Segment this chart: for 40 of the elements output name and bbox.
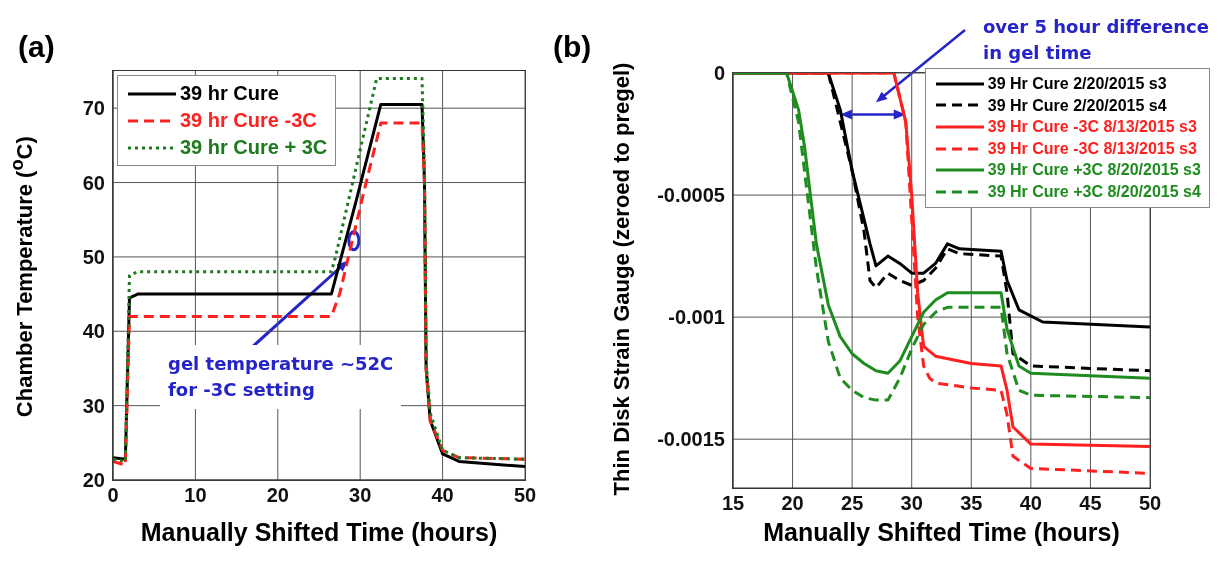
x-tick-label: 50 — [1138, 492, 1162, 515]
x-tick-label: 10 — [184, 484, 207, 507]
y-axis-title: Thin Disk Strain Gauge (zeroed to pregel) — [609, 61, 635, 498]
x-tick-label: 20 — [266, 484, 289, 507]
y-tick-label: -0.0005 — [657, 184, 725, 207]
legend-label: 39 hr Cure -3C — [180, 108, 317, 133]
y-tick-label: 30 — [82, 394, 105, 417]
legend-label: 39 hr Cure + 3C — [180, 135, 328, 160]
x-tick-label: 25 — [841, 492, 864, 515]
y-tick-label: 0 — [713, 62, 725, 85]
x-tick-label: 35 — [960, 492, 983, 515]
x-axis-title: Manually Shifted Time (hours) — [139, 518, 499, 547]
chart-title: (b) — [553, 30, 592, 64]
x-tick-label: 40 — [431, 484, 454, 507]
chart-title: (a) — [18, 30, 55, 64]
legend-label: 39 Hr Cure -3C 8/13/2015 s3 — [987, 138, 1197, 159]
y-tick-label: 20 — [82, 469, 105, 492]
y-tick-label: -0.0015 — [657, 428, 725, 451]
x-tick-label: 30 — [900, 492, 923, 515]
legend-label: 39 Hr Cure +3C 8/20/2015 s3 — [987, 160, 1201, 181]
annotation: gel temperature ~52C for -3C setting — [160, 345, 402, 410]
x-tick-label: 20 — [781, 492, 804, 515]
legend-label: 39 hr Cure — [180, 81, 279, 106]
y-tick-label: 60 — [82, 171, 105, 194]
x-tick-label: 30 — [349, 484, 372, 507]
x-tick-label: 15 — [721, 492, 745, 515]
x-tick-label: 50 — [513, 484, 537, 507]
legend-label: 39 Hr Cure 2/20/2015 s3 — [987, 74, 1167, 94]
x-axis-title: Manually Shifted Time (hours) — [762, 518, 1121, 547]
legend-label: 39 Hr Cure +3C 8/20/2015 s4 — [987, 181, 1201, 202]
x-tick-label: 45 — [1079, 492, 1102, 515]
x-tick-label: 40 — [1019, 492, 1042, 515]
y-tick-label: 70 — [82, 97, 105, 120]
x-tick-label: 0 — [107, 484, 119, 507]
legend-label: 39 Hr Cure 2/20/2015 s4 — [987, 95, 1167, 116]
text: over 5 hour difference in gel time — [982, 15, 1210, 66]
y-tick-label: -0.001 — [668, 306, 725, 329]
legend-label: 39 Hr Cure -3C 8/13/2015 s3 — [987, 117, 1197, 138]
y-tick-label: 50 — [82, 246, 105, 269]
y-tick-label: 40 — [82, 320, 105, 343]
